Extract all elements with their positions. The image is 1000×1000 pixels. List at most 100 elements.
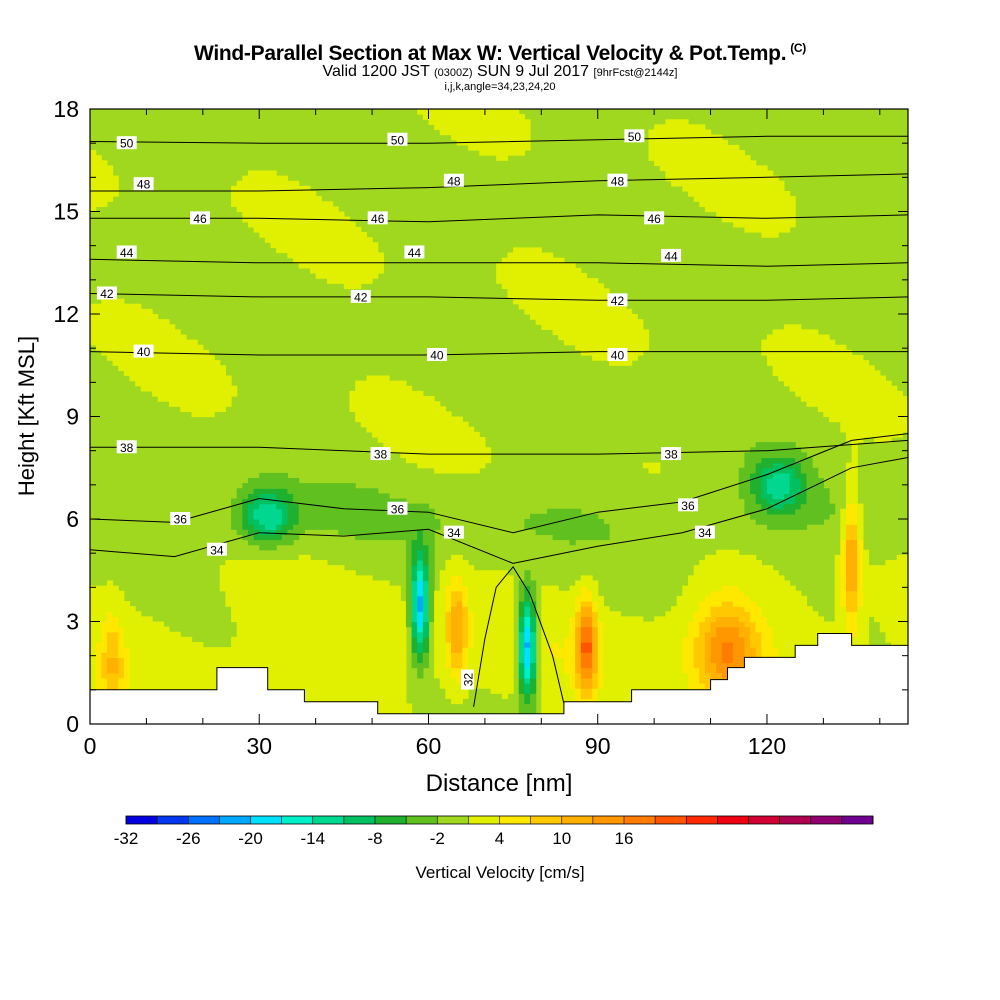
velocity-cell xyxy=(355,657,362,664)
velocity-cell xyxy=(112,344,119,351)
velocity-cell xyxy=(377,390,384,397)
velocity-cell xyxy=(106,642,114,648)
velocity-cell xyxy=(524,611,531,617)
velocity-cell xyxy=(710,631,717,638)
velocity-cell xyxy=(247,585,255,592)
velocity-cell xyxy=(507,636,514,643)
velocity-cell xyxy=(462,652,469,658)
velocity-cell xyxy=(710,580,717,587)
velocity-cell xyxy=(710,590,717,597)
velocity-cell xyxy=(112,662,119,669)
velocity-cell xyxy=(501,150,509,156)
velocity-cell xyxy=(462,560,469,566)
velocity-cell xyxy=(490,677,497,684)
velocity-cell xyxy=(535,529,542,535)
velocity-cell xyxy=(699,672,706,679)
velocity-cell xyxy=(360,636,368,643)
velocity-cell xyxy=(445,621,452,628)
velocity-cell xyxy=(411,503,418,510)
velocity-cell xyxy=(586,616,593,623)
velocity-cell xyxy=(123,642,131,648)
velocity-cell xyxy=(253,211,260,218)
velocity-cell xyxy=(687,139,695,146)
velocity-cell xyxy=(281,201,289,207)
velocity-cell xyxy=(620,636,627,643)
velocity-cell xyxy=(372,616,379,623)
velocity-cell xyxy=(372,580,379,587)
velocity-cell xyxy=(592,324,599,330)
velocity-cell xyxy=(484,590,492,597)
velocity-cell xyxy=(721,201,729,207)
velocity-cell xyxy=(270,601,277,607)
velocity-cell xyxy=(236,621,243,628)
velocity-cell xyxy=(287,621,294,628)
velocity-cell xyxy=(264,631,272,638)
velocity-cell xyxy=(445,590,452,597)
velocity-cell xyxy=(530,698,537,705)
velocity-cell xyxy=(355,488,362,494)
velocity-cell xyxy=(484,616,492,623)
velocity-cell xyxy=(298,575,305,582)
velocity-cell xyxy=(298,611,305,617)
velocity-cell xyxy=(146,621,153,628)
velocity-cell xyxy=(231,575,238,582)
velocity-cell xyxy=(428,109,435,115)
velocity-cell xyxy=(642,329,650,336)
velocity-cell xyxy=(180,360,187,366)
velocity-cell xyxy=(451,416,458,423)
velocity-cell xyxy=(326,672,334,679)
velocity-cell xyxy=(671,672,678,679)
velocity-cell xyxy=(445,611,452,617)
velocity-cell xyxy=(106,647,114,653)
velocity-cell xyxy=(417,396,424,402)
velocity-cell xyxy=(315,585,322,592)
velocity-cell xyxy=(185,406,193,412)
velocity-cell xyxy=(326,652,334,658)
velocity-cell xyxy=(439,683,447,689)
velocity-cell xyxy=(473,575,480,582)
velocity-cell xyxy=(501,570,509,576)
velocity-cell xyxy=(259,601,266,607)
velocity-cell xyxy=(563,667,571,674)
velocity-cell xyxy=(180,672,187,679)
velocity-cell xyxy=(112,636,119,643)
velocity-cell xyxy=(332,570,339,576)
velocity-cell xyxy=(569,314,576,320)
velocity-cell xyxy=(603,319,610,325)
velocity-cell xyxy=(388,703,396,710)
velocity-cell xyxy=(152,380,159,387)
velocity-cell xyxy=(394,703,401,710)
velocity-cell xyxy=(264,647,272,653)
velocity-cell xyxy=(123,344,131,351)
velocity-cell xyxy=(580,652,588,658)
velocity-cell xyxy=(95,677,102,684)
velocity-cell xyxy=(242,636,249,643)
velocity-cell xyxy=(428,549,435,556)
velocity-cell xyxy=(168,375,176,382)
velocity-cell xyxy=(552,585,559,592)
velocity-cell xyxy=(270,606,277,612)
velocity-cell xyxy=(236,503,243,510)
velocity-cell xyxy=(704,616,712,623)
velocity-cell xyxy=(558,616,565,623)
velocity-cell xyxy=(315,201,322,207)
velocity-cell xyxy=(349,498,356,505)
velocity-cell xyxy=(580,647,588,653)
velocity-cell xyxy=(253,175,260,182)
velocity-cell xyxy=(253,642,260,648)
velocity-cell xyxy=(146,616,153,623)
velocity-cell xyxy=(648,139,655,146)
velocity-cell xyxy=(315,498,322,505)
velocity-cell xyxy=(422,457,430,464)
velocity-cell xyxy=(676,683,683,689)
velocity-cell xyxy=(310,565,317,571)
velocity-cell xyxy=(597,657,604,664)
velocity-cell xyxy=(552,595,559,602)
velocity-cell xyxy=(592,611,599,617)
velocity-cell xyxy=(90,631,97,638)
velocity-cell xyxy=(315,662,322,669)
velocity-cell xyxy=(332,667,339,674)
velocity-cell xyxy=(377,688,384,694)
velocity-cell xyxy=(654,657,661,664)
velocity-cell xyxy=(321,631,328,638)
